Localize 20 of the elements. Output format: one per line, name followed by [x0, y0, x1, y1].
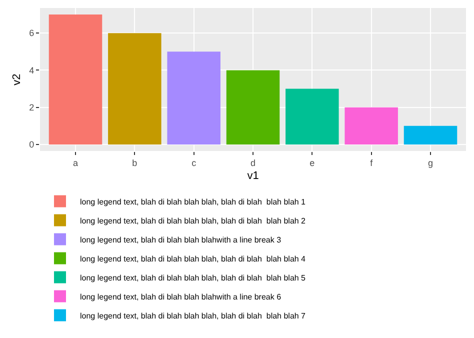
y-tick-label: 4	[29, 65, 34, 76]
legend-label: long legend text, blah di blah blah blahwith a line break 6	[80, 292, 282, 302]
legend-label: long legend text, blah di blah blah blah, blah di blah blah blah 7	[80, 311, 306, 320]
legend-label: long legend text, blah di blah blah blah, blah di blah blah blah 1	[80, 197, 306, 206]
legend-label: long legend text, blah di blah blah blah, blah di blah blah blah 5	[80, 273, 306, 282]
x-tick-label: d	[250, 158, 256, 168]
x-tick-label: a	[72, 158, 78, 168]
y-axis-title: v2	[10, 74, 23, 86]
x-tick-label: g	[428, 158, 434, 168]
x-tick-label: e	[310, 158, 315, 168]
legend-label: long legend text, blah di blah blah blah, blah di blah blah blah 2	[80, 216, 306, 226]
y-tick-label: 2	[29, 102, 34, 113]
y-tick-label: 0	[29, 140, 34, 150]
x-tick-label: b	[132, 158, 138, 168]
legend-label: long legend text, blah di blah blah blah, blah di blah blah blah 4	[80, 254, 306, 264]
x-tick-label: f	[370, 158, 374, 168]
legend-label: long legend text, blah di blah blah blahwith a line break 3	[80, 235, 282, 244]
x-tick-label: c	[192, 158, 197, 168]
y-tick-label: 6	[29, 28, 34, 38]
x-axis-title: v1	[247, 170, 259, 182]
